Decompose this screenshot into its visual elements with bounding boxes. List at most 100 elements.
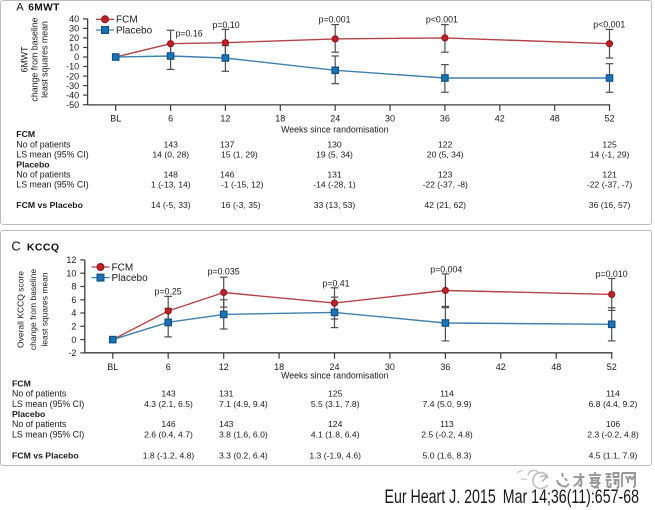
svg-text:131: 131 <box>219 389 234 399</box>
svg-text:30: 30 <box>385 362 395 372</box>
svg-text:FCM: FCM <box>116 15 138 26</box>
svg-text:137: 137 <box>220 139 235 149</box>
svg-text:121: 121 <box>602 170 617 180</box>
svg-text:40: 40 <box>69 14 79 24</box>
svg-text:4.5 (1.1, 7.9): 4.5 (1.1, 7.9) <box>589 450 638 460</box>
svg-text:0: 0 <box>71 335 76 345</box>
svg-text:Placebo: Placebo <box>16 160 49 170</box>
svg-text:least squares mean: least squares mean <box>40 21 50 98</box>
svg-text:-40: -40 <box>66 90 79 100</box>
svg-text:FCM: FCM <box>112 262 134 273</box>
svg-text:1 (-13, 14): 1 (-13, 14) <box>151 180 191 190</box>
svg-text:30: 30 <box>385 114 395 124</box>
svg-text:A: A <box>16 1 24 13</box>
svg-text:146: 146 <box>161 419 176 429</box>
svg-text:36: 36 <box>440 114 450 124</box>
svg-text:4: 4 <box>71 308 76 318</box>
svg-text:48: 48 <box>550 114 560 124</box>
svg-text:No of patients: No of patients <box>12 419 67 429</box>
svg-text:change from baseline: change from baseline <box>30 17 40 101</box>
svg-text:8: 8 <box>71 282 76 292</box>
svg-text:113: 113 <box>440 419 454 429</box>
svg-text:p=0.41: p=0.41 <box>322 278 349 288</box>
svg-text:p=0.010: p=0.010 <box>596 269 628 279</box>
svg-text:Weeks since randomisation: Weeks since randomisation <box>281 371 389 381</box>
svg-text:Placebo: Placebo <box>12 409 45 419</box>
svg-text:14 (-5, 33): 14 (-5, 33) <box>151 200 191 210</box>
svg-text:6: 6 <box>71 295 76 305</box>
svg-text:5.0 (1.6, 8.3): 5.0 (1.6, 8.3) <box>423 450 472 460</box>
svg-text:12: 12 <box>219 362 229 372</box>
svg-text:BL: BL <box>110 114 121 124</box>
svg-text:No of patients: No of patients <box>12 389 67 399</box>
svg-text:36: 36 <box>440 362 450 372</box>
svg-text:10: 10 <box>69 43 79 53</box>
svg-text:2: 2 <box>71 322 76 332</box>
svg-text:-1 (-15, 12): -1 (-15, 12) <box>221 180 264 190</box>
svg-text:106: 106 <box>606 419 621 429</box>
svg-text:LS mean (95% CI): LS mean (95% CI) <box>12 429 84 439</box>
svg-text:least squares mean: least squares mean <box>40 272 50 346</box>
svg-text:114: 114 <box>606 389 620 399</box>
svg-text:-14 (-28, 1): -14 (-28, 1) <box>313 180 356 190</box>
svg-text:p=0.035: p=0.035 <box>208 267 240 277</box>
svg-text:3.3 (0.2, 6.4): 3.3 (0.2, 6.4) <box>219 450 268 460</box>
svg-text:6: 6 <box>166 362 171 372</box>
svg-text:143: 143 <box>161 389 176 399</box>
svg-text:124: 124 <box>328 419 343 429</box>
svg-text:12: 12 <box>220 114 230 124</box>
svg-text:148: 148 <box>164 170 179 180</box>
svg-text:6.8 (4.4, 9.2): 6.8 (4.4, 9.2) <box>589 399 638 409</box>
svg-text:-2: -2 <box>68 348 76 358</box>
svg-text:0: 0 <box>74 52 79 62</box>
svg-text:BL: BL <box>107 362 118 372</box>
svg-text:6MWT: 6MWT <box>20 46 30 73</box>
svg-text:6: 6 <box>168 114 173 124</box>
svg-text:7.1 (4.9, 9.4): 7.1 (4.9, 9.4) <box>219 399 268 409</box>
svg-text:42: 42 <box>495 114 505 124</box>
svg-text:2.5 (-0.2, 4.8): 2.5 (-0.2, 4.8) <box>421 429 473 439</box>
svg-text:p=0.004: p=0.004 <box>430 264 462 274</box>
svg-text:36 (16, 57): 36 (16, 57) <box>589 200 631 210</box>
svg-text:16 (-3, 35): 16 (-3, 35) <box>221 200 261 210</box>
svg-text:Placebo: Placebo <box>116 25 153 36</box>
svg-text:14 (0, 28): 14 (0, 28) <box>152 149 189 159</box>
svg-text:p<0.001: p<0.001 <box>593 19 625 29</box>
svg-text:FCM: FCM <box>16 129 35 139</box>
svg-text:KCCQ: KCCQ <box>27 242 60 254</box>
svg-text:130: 130 <box>327 139 342 149</box>
svg-text:146: 146 <box>220 170 235 180</box>
svg-text:18: 18 <box>275 114 285 124</box>
svg-text:-22 (-37, -8): -22 (-37, -8) <box>423 180 469 190</box>
svg-text:LS mean (95% CI): LS mean (95% CI) <box>16 180 88 190</box>
svg-text:change from baseline: change from baseline <box>28 269 38 351</box>
svg-text:20: 20 <box>69 33 79 43</box>
svg-text:-30: -30 <box>66 81 79 91</box>
svg-text:Placebo: Placebo <box>112 273 149 284</box>
svg-text:33 (13, 53): 33 (13, 53) <box>314 200 356 210</box>
svg-text:24: 24 <box>330 114 340 124</box>
svg-text:20 (5, 34): 20 (5, 34) <box>427 149 464 159</box>
svg-text:p=0.25: p=0.25 <box>155 287 182 297</box>
svg-text:Weeks since randomisation: Weeks since randomisation <box>281 124 389 134</box>
svg-text:1.8 (-1.2, 4.8): 1.8 (-1.2, 4.8) <box>143 450 195 460</box>
svg-text:p<0.001: p<0.001 <box>426 15 458 25</box>
svg-text:143: 143 <box>164 139 179 149</box>
svg-text:7.4 (5.0, 9.9): 7.4 (5.0, 9.9) <box>423 399 472 409</box>
svg-text:LS mean (95% CI): LS mean (95% CI) <box>12 399 84 409</box>
svg-text:No of patients: No of patients <box>16 170 71 180</box>
svg-text:3.8 (1.6, 6.0): 3.8 (1.6, 6.0) <box>219 429 268 439</box>
svg-text:-10: -10 <box>66 62 79 72</box>
svg-text:143: 143 <box>219 419 234 429</box>
svg-text:5.5 (3.1, 7.8): 5.5 (3.1, 7.8) <box>311 399 360 409</box>
svg-text:52: 52 <box>607 362 617 372</box>
svg-text:19 (5, 34): 19 (5, 34) <box>316 149 353 159</box>
svg-text:15 (1, 29): 15 (1, 29) <box>221 149 258 159</box>
svg-text:18: 18 <box>274 362 284 372</box>
svg-text:125: 125 <box>328 389 343 399</box>
svg-text:FCM vs Placebo: FCM vs Placebo <box>16 200 83 210</box>
svg-text:131: 131 <box>327 170 342 180</box>
svg-text:24: 24 <box>329 362 339 372</box>
svg-text:p=0.10: p=0.10 <box>213 20 240 30</box>
svg-text:42: 42 <box>496 362 506 372</box>
